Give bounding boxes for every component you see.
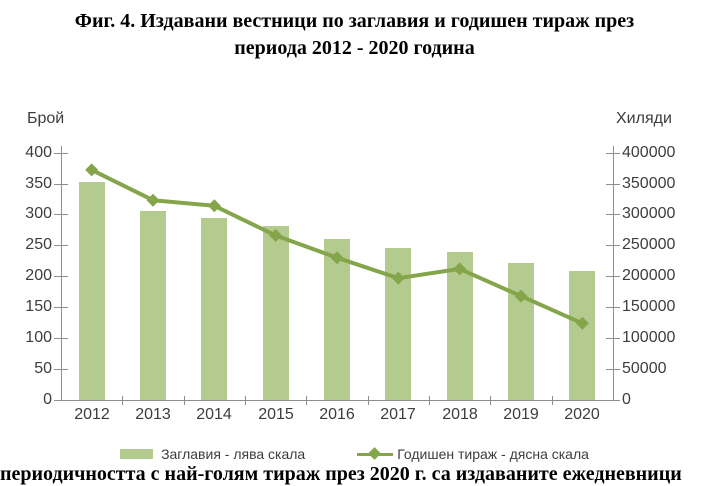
chart-title-line1: Фиг. 4. Издавани вестници по заглавия и … (74, 10, 635, 32)
bar-series-label: Заглавия - лява скала (161, 446, 306, 462)
x-axis-tick (552, 396, 553, 405)
left-axis-tick-label: 400 (25, 144, 52, 161)
left-axis-tick-label: 300 (25, 205, 52, 222)
right-axis-tick (606, 214, 620, 215)
x-axis-line (57, 400, 618, 401)
x-axis-label-2015: 2015 (258, 406, 294, 423)
left-axis-tick-label: 200 (25, 267, 52, 284)
right-axis-line (613, 146, 614, 400)
right-axis-tick (606, 369, 620, 370)
left-axis-tick (54, 338, 68, 339)
right-axis-tick (606, 184, 620, 185)
x-axis-tick (306, 396, 307, 405)
bar-2013 (140, 211, 166, 400)
right-axis-tick-label: 0 (622, 391, 631, 408)
right-axis-tick (606, 153, 620, 154)
line-marker-2014 (207, 199, 221, 213)
right-axis-tick (606, 307, 620, 308)
bar-2017 (385, 248, 411, 400)
x-axis-label-2014: 2014 (196, 406, 232, 423)
right-axis-tick-label: 150000 (622, 298, 676, 315)
left-axis-tick (54, 214, 68, 215)
x-axis-label-2019: 2019 (503, 406, 539, 423)
x-axis-label-2020: 2020 (564, 406, 600, 423)
left-axis-tick-label: 150 (25, 298, 52, 315)
right-axis-tick (606, 338, 620, 339)
x-axis-tick (245, 396, 246, 405)
left-axis-tick (54, 153, 68, 154)
left-axis-tick-label: 100 (25, 329, 52, 346)
x-axis-tick (368, 396, 369, 405)
right-axis-tick-label: 300000 (622, 205, 676, 222)
chart-title: Фиг. 4. Издавани вестници по заглавия и … (0, 8, 709, 62)
x-axis-tick (122, 396, 123, 405)
x-axis-label-2016: 2016 (319, 406, 355, 423)
left-axis-tick (54, 276, 68, 277)
x-axis-label-2013: 2013 (135, 406, 171, 423)
x-axis-tick (490, 396, 491, 405)
left-axis-tick (54, 184, 68, 185)
left-axis-tick-label: 0 (43, 391, 52, 408)
right-axis-tick-label: 100000 (622, 329, 676, 346)
left-axis-tick-label: 250 (25, 236, 52, 253)
legend: Заглавия - лява скала Годишен тираж - дя… (0, 446, 709, 462)
line-series-icon (357, 447, 394, 460)
line-series-label: Годишен тираж - дясна скала (397, 446, 589, 462)
right-axis-tick-label: 350000 (622, 175, 676, 192)
left-axis-tick (54, 245, 68, 246)
right-axis-tick-label: 50000 (622, 360, 667, 377)
bar-2012 (79, 182, 105, 400)
x-axis-label-2018: 2018 (442, 406, 478, 423)
bar-2019 (508, 263, 534, 400)
bar-2015 (263, 226, 289, 400)
chart-title-line2: периода 2012 - 2020 година (234, 37, 475, 59)
left-axis-tick-label: 50 (34, 360, 52, 377)
right-axis-tick (606, 276, 620, 277)
right-axis-tick-label: 200000 (622, 267, 676, 284)
x-axis-tick (429, 396, 430, 405)
left-axis-tick-label: 350 (25, 175, 52, 192)
bar-2018 (447, 252, 473, 400)
footer-text: периодичността с най-голям тираж през 20… (0, 463, 682, 485)
bar-2020 (569, 271, 595, 400)
left-axis-unit-label: Брой (27, 110, 65, 127)
left-axis-tick (54, 307, 68, 308)
line-marker-2012 (85, 163, 99, 177)
right-axis-tick (606, 245, 620, 246)
right-axis-tick (606, 400, 620, 401)
bar-series-swatch (120, 449, 154, 459)
left-axis-tick (54, 400, 68, 401)
diamond-marker-icon (368, 447, 382, 460)
right-axis-tick-label: 250000 (622, 236, 676, 253)
right-axis-tick-label: 400000 (622, 144, 676, 161)
right-axis-unit-label: Хиляди (616, 110, 672, 127)
line-marker-2013 (146, 193, 160, 207)
left-axis-line (61, 146, 62, 400)
left-axis-tick (54, 369, 68, 370)
x-axis-label-2017: 2017 (380, 406, 416, 423)
bar-2014 (201, 218, 227, 400)
x-axis-label-2012: 2012 (74, 406, 110, 423)
x-axis-tick (184, 396, 185, 405)
bar-2016 (324, 239, 350, 400)
